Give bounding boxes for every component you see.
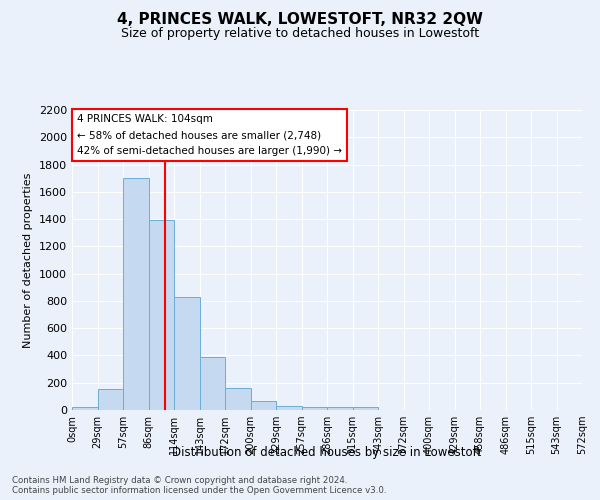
Text: Contains HM Land Registry data © Crown copyright and database right 2024.
Contai: Contains HM Land Registry data © Crown c…: [12, 476, 386, 495]
Bar: [72, 408, 97, 410]
Bar: [149, 220, 174, 410]
Bar: [174, 297, 199, 410]
Bar: [97, 389, 123, 410]
Bar: [251, 401, 276, 410]
Bar: [225, 388, 251, 410]
Bar: [327, 406, 353, 410]
Bar: [302, 406, 327, 410]
Bar: [276, 406, 302, 410]
Bar: [123, 178, 149, 410]
Y-axis label: Number of detached properties: Number of detached properties: [23, 172, 34, 348]
Text: Size of property relative to detached houses in Lowestoft: Size of property relative to detached ho…: [121, 28, 479, 40]
Text: 4, PRINCES WALK, LOWESTOFT, NR32 2QW: 4, PRINCES WALK, LOWESTOFT, NR32 2QW: [117, 12, 483, 28]
Text: Distribution of detached houses by size in Lowestoft: Distribution of detached houses by size …: [172, 446, 482, 459]
Bar: [199, 357, 225, 410]
Bar: [353, 408, 378, 410]
Text: 4 PRINCES WALK: 104sqm
← 58% of detached houses are smaller (2,748)
42% of semi-: 4 PRINCES WALK: 104sqm ← 58% of detached…: [77, 114, 342, 156]
